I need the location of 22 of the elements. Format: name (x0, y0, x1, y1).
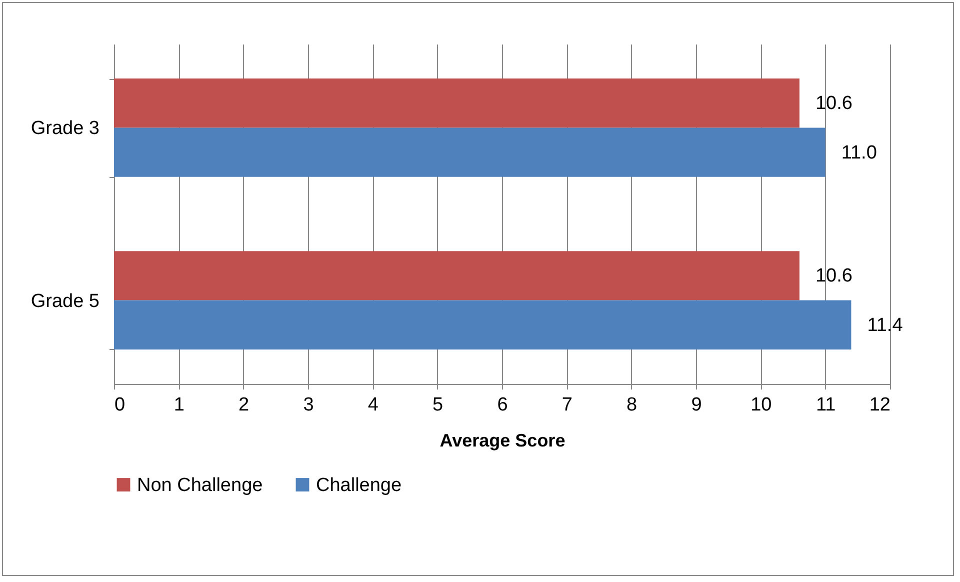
x-tick-label: 2 (238, 394, 250, 416)
x-tick-label: 4 (368, 394, 379, 416)
x-tick-label: 12 (869, 394, 890, 416)
x-tick-label: 1 (174, 394, 184, 416)
legend-label: Challenge (316, 474, 402, 496)
data-label: 11.4 (867, 314, 904, 336)
data-label: 10.6 (815, 266, 852, 287)
data-label: 10.6 (815, 93, 852, 114)
x-tick-label: 9 (691, 394, 702, 416)
x-tick-label: 11 (816, 394, 836, 416)
data-label: 11.0 (841, 142, 877, 164)
x-tick-label: 7 (562, 394, 572, 416)
x-tick-label: 8 (626, 394, 638, 416)
legend-label: Non Challenge (137, 474, 263, 496)
x-axis-title: Average Score (440, 430, 566, 450)
x-tick-label: 5 (432, 394, 444, 416)
y-tick-label: Grade 5 (30, 290, 100, 312)
x-tick-label: 3 (303, 394, 314, 416)
x-tick-label: 0 (114, 394, 126, 416)
x-tick-label: 10 (750, 394, 772, 416)
y-tick-label: Grade 3 (30, 118, 100, 140)
x-tick-label: 6 (497, 394, 508, 416)
